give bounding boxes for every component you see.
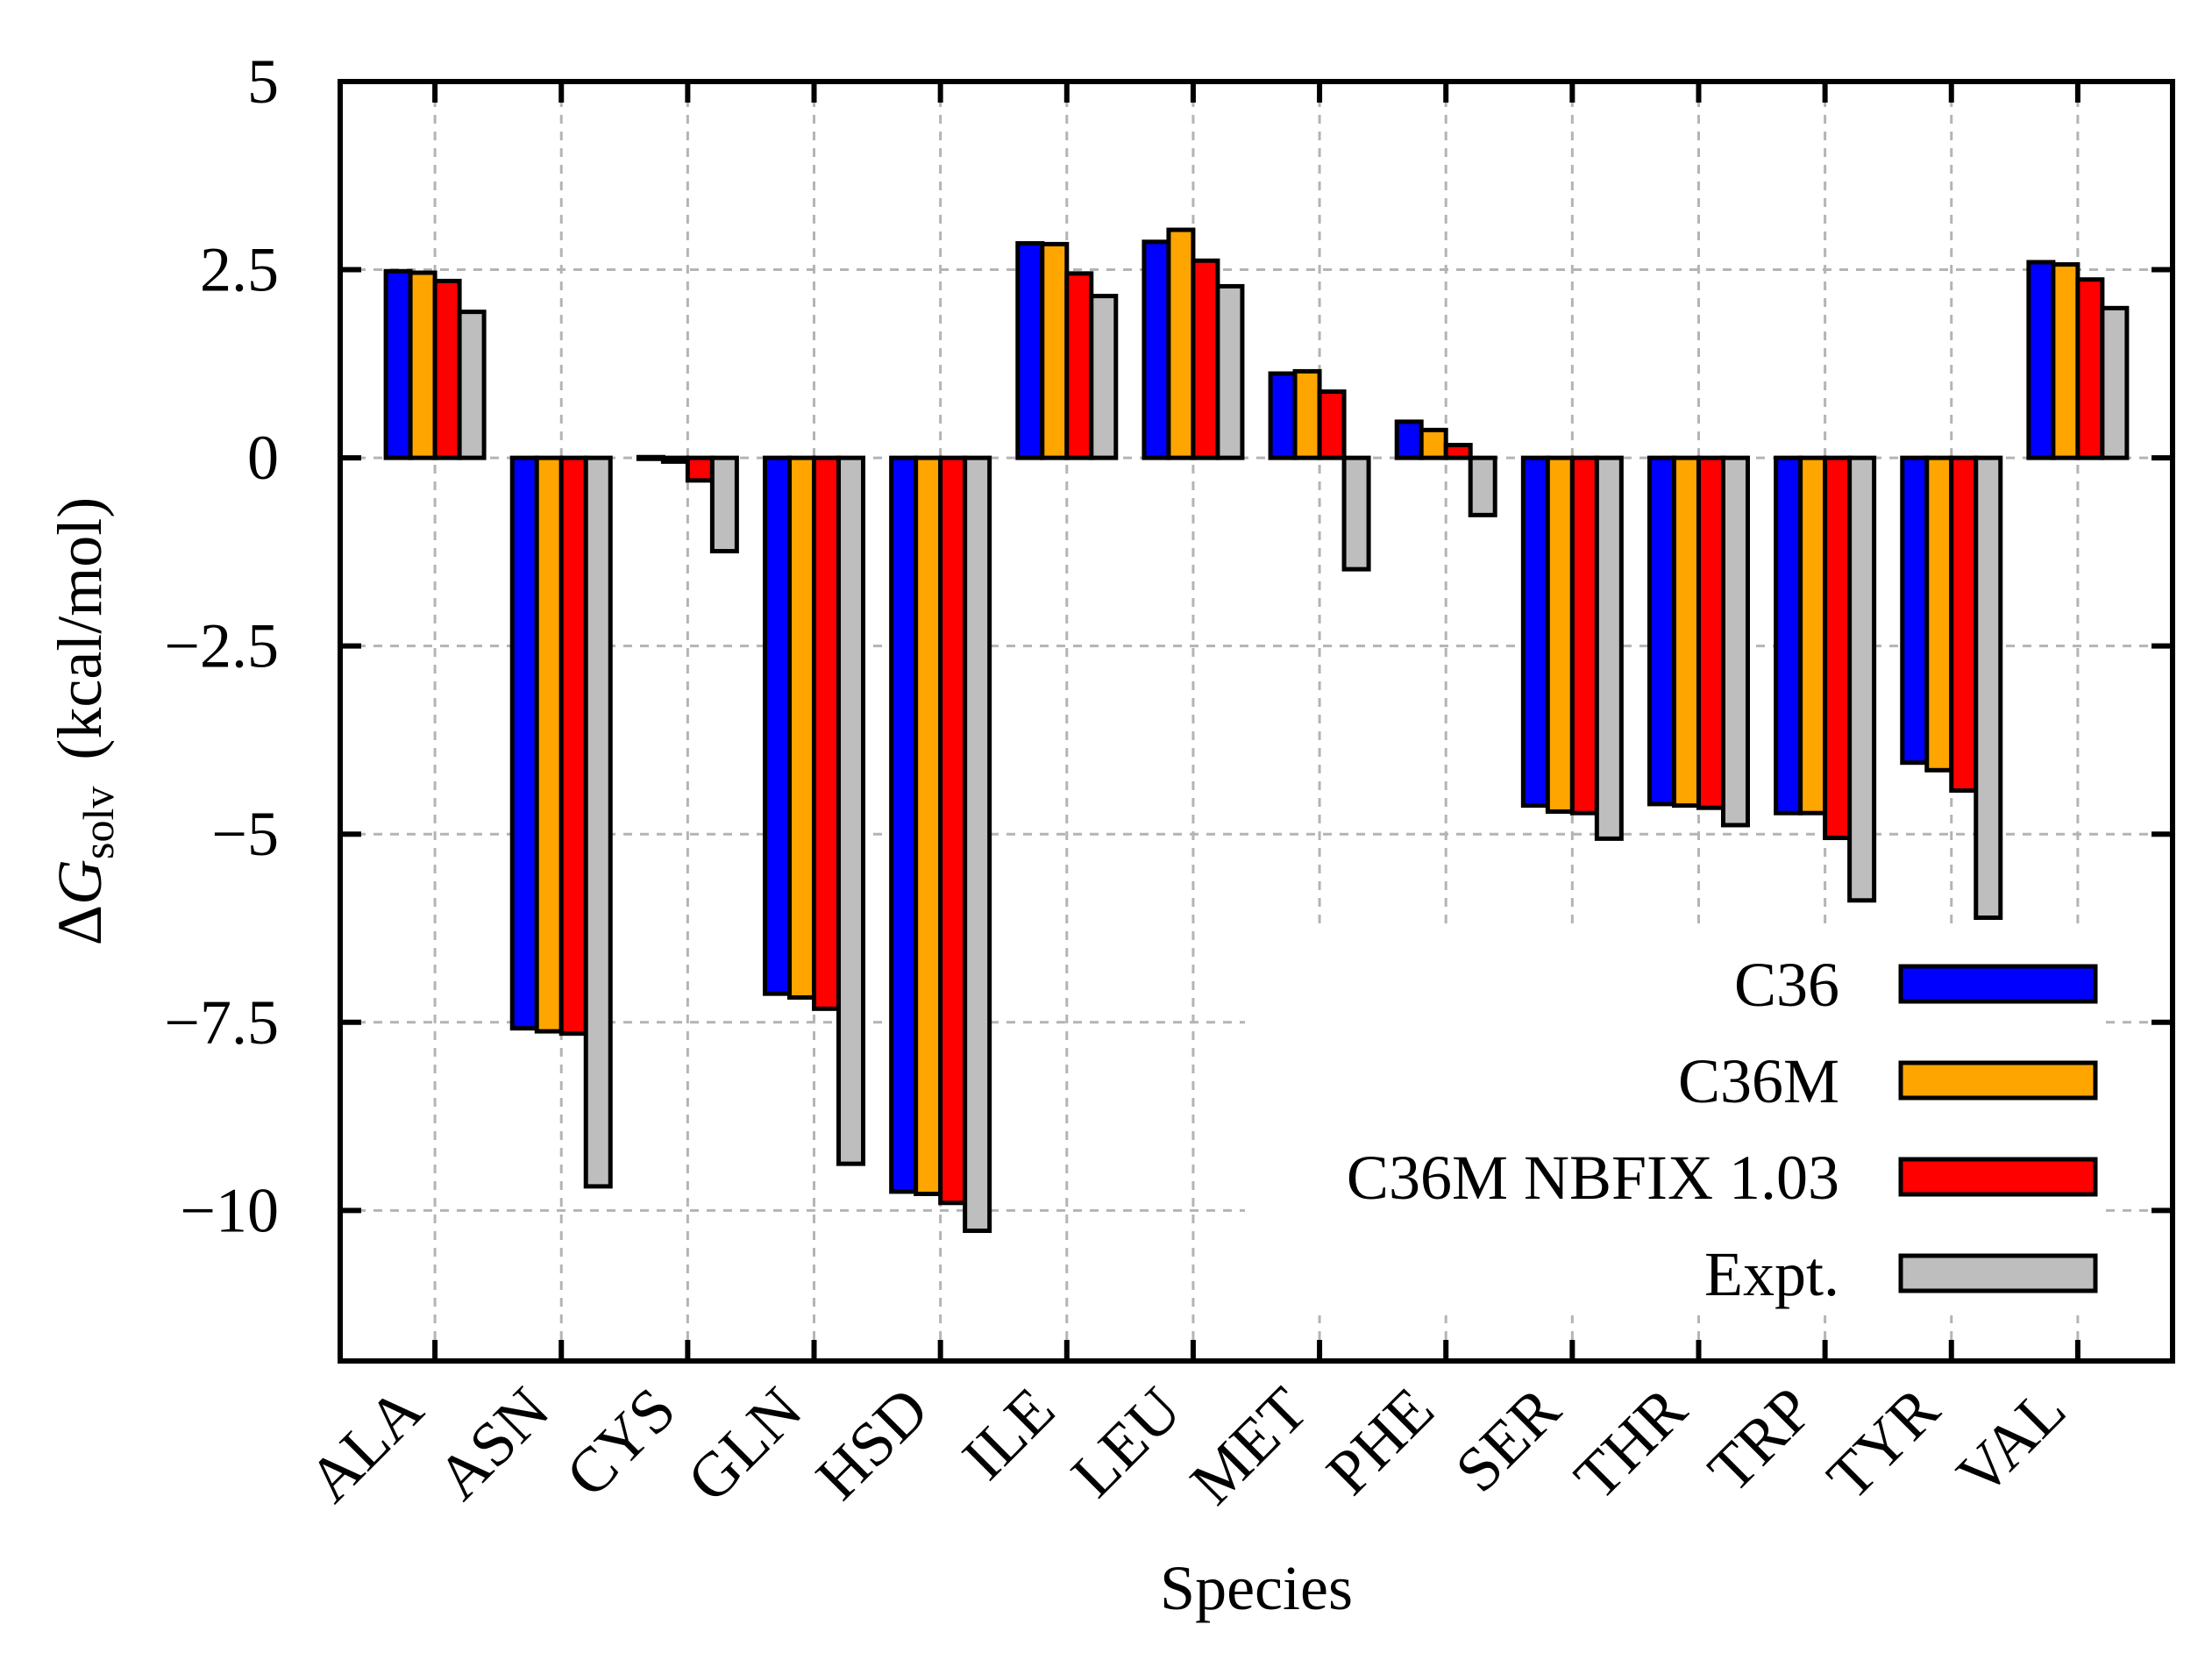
bar-met-series-4 bbox=[1341, 455, 1371, 572]
bar-gln-series-1 bbox=[763, 455, 793, 996]
bar-cys-series-3 bbox=[685, 455, 715, 483]
y-tick-label: −10 bbox=[180, 1175, 279, 1245]
bar-ala-series-4 bbox=[457, 310, 487, 460]
plot-frame bbox=[338, 79, 2175, 1364]
legend-swatch-series-1 bbox=[1898, 964, 2098, 1004]
bar-ala-series-1 bbox=[383, 268, 413, 460]
bar-asn-series-2 bbox=[534, 455, 564, 1034]
y-tick-label: 0 bbox=[247, 423, 279, 493]
bar-hsd-series-3 bbox=[938, 455, 968, 1206]
bar-tyr-series-4 bbox=[1974, 455, 2003, 920]
bar-asn-series-4 bbox=[583, 455, 613, 1189]
bar-trp-series-2 bbox=[1798, 455, 1828, 816]
bar-cys-series-2 bbox=[660, 455, 690, 464]
y-tick-label: −7.5 bbox=[164, 987, 279, 1058]
bar-met-series-2 bbox=[1292, 368, 1322, 460]
bar-ala-series-3 bbox=[432, 278, 462, 460]
x-tick-label-ser: SER bbox=[1442, 1374, 1574, 1506]
y-tick-label: −5 bbox=[211, 799, 279, 869]
legend-label-series-4: Expt. bbox=[1704, 1239, 1839, 1309]
bar-leu-series-2 bbox=[1166, 227, 1196, 460]
y-axis-title-units: (kcal/mol) bbox=[45, 497, 115, 760]
legend-swatch-series-2 bbox=[1898, 1060, 2098, 1101]
bar-val-series-3 bbox=[2075, 277, 2105, 460]
bar-val-series-4 bbox=[2100, 305, 2130, 460]
legend-swatch-series-3 bbox=[1898, 1157, 2098, 1197]
x-tick-label-gln: GLN bbox=[674, 1374, 815, 1515]
y-tick-label: 5 bbox=[247, 46, 279, 117]
y-axis-title: ΔGsolv (kcal/mol) bbox=[45, 497, 123, 946]
bar-ser-series-1 bbox=[1520, 455, 1550, 809]
bar-tyr-series-2 bbox=[1924, 455, 1954, 773]
x-tick-label-tyr: TYR bbox=[1814, 1374, 1952, 1513]
bar-thr-series-2 bbox=[1671, 455, 1701, 809]
y-axis-title-subscript: solv bbox=[74, 787, 123, 859]
x-tick-label-cys: CYS bbox=[552, 1374, 689, 1511]
bar-gln-series-4 bbox=[836, 455, 866, 1166]
y-tick-label: −2.5 bbox=[164, 611, 279, 681]
bar-trp-series-1 bbox=[1774, 455, 1803, 816]
bar-ile-series-3 bbox=[1064, 271, 1094, 460]
bar-thr-series-1 bbox=[1647, 455, 1676, 807]
x-tick-label-met: MET bbox=[1177, 1374, 1320, 1518]
bar-ile-series-1 bbox=[1015, 241, 1045, 460]
bar-ile-series-4 bbox=[1089, 294, 1119, 460]
x-tick-label-leu: LEU bbox=[1058, 1374, 1195, 1511]
bar-thr-series-3 bbox=[1696, 455, 1725, 810]
bar-ser-series-3 bbox=[1569, 455, 1599, 816]
y-axis-title-delta: Δ bbox=[45, 905, 115, 945]
bar-leu-series-3 bbox=[1191, 258, 1220, 460]
y-tick-label: 2.5 bbox=[200, 235, 279, 305]
legend: C36 C36M C36M NBFIX 1.03 Expt. bbox=[1245, 930, 2104, 1315]
bar-phe-series-1 bbox=[1394, 419, 1424, 460]
bar-leu-series-1 bbox=[1142, 239, 1171, 460]
bar-gln-series-3 bbox=[812, 455, 842, 1011]
bar-tyr-series-1 bbox=[1900, 455, 1930, 766]
legend-swatch-series-4 bbox=[1898, 1253, 2098, 1293]
bar-thr-series-4 bbox=[1720, 455, 1750, 828]
bar-hsd-series-1 bbox=[889, 455, 919, 1194]
bar-trp-series-4 bbox=[1847, 455, 1877, 903]
bar-layer bbox=[383, 227, 2130, 1234]
bar-leu-series-4 bbox=[1215, 283, 1245, 460]
x-tick-label-ile: ILE bbox=[949, 1374, 1068, 1493]
legend-label-series-1: C36 bbox=[1734, 950, 1839, 1020]
bar-tyr-series-3 bbox=[1949, 455, 1979, 793]
bar-ser-series-4 bbox=[1594, 455, 1624, 841]
x-tick-label-hsd: HSD bbox=[803, 1374, 942, 1513]
x-tick-label-ala: ALA bbox=[295, 1374, 436, 1515]
x-tick-label-val: VAL bbox=[1944, 1374, 2080, 1510]
x-axis-title: Species bbox=[1160, 1553, 1353, 1623]
bar-phe-series-3 bbox=[1443, 443, 1473, 460]
legend-label-series-3: C36M NBFIX 1.03 bbox=[1347, 1143, 1839, 1213]
bar-phe-series-2 bbox=[1419, 427, 1448, 460]
x-tick-label-phe: PHE bbox=[1313, 1374, 1447, 1508]
bar-hsd-series-2 bbox=[914, 455, 943, 1196]
bar-asn-series-1 bbox=[509, 455, 539, 1031]
bar-trp-series-3 bbox=[1823, 455, 1853, 841]
bar-ser-series-2 bbox=[1545, 455, 1575, 814]
x-tick-label-asn: ASN bbox=[423, 1374, 562, 1513]
bar-asn-series-3 bbox=[558, 455, 588, 1037]
bar-phe-series-4 bbox=[1468, 455, 1497, 517]
legend-label-series-2: C36M bbox=[1678, 1046, 1839, 1116]
bar-val-series-2 bbox=[2051, 262, 2080, 460]
bar-ala-series-2 bbox=[408, 270, 437, 460]
bar-met-series-1 bbox=[1268, 371, 1298, 460]
y-axis-title-symbol: G bbox=[45, 859, 115, 905]
bar-val-series-1 bbox=[2026, 260, 2056, 460]
x-tick-label-trp: TRP bbox=[1695, 1374, 1826, 1506]
bar-cys-series-1 bbox=[636, 454, 665, 461]
bar-ile-series-2 bbox=[1040, 241, 1070, 460]
bar-cys-series-4 bbox=[709, 455, 739, 554]
bar-hsd-series-4 bbox=[963, 455, 992, 1234]
x-tick-label-thr: THR bbox=[1561, 1374, 1699, 1513]
bar-met-series-3 bbox=[1317, 389, 1347, 460]
bar-gln-series-2 bbox=[787, 455, 817, 1000]
